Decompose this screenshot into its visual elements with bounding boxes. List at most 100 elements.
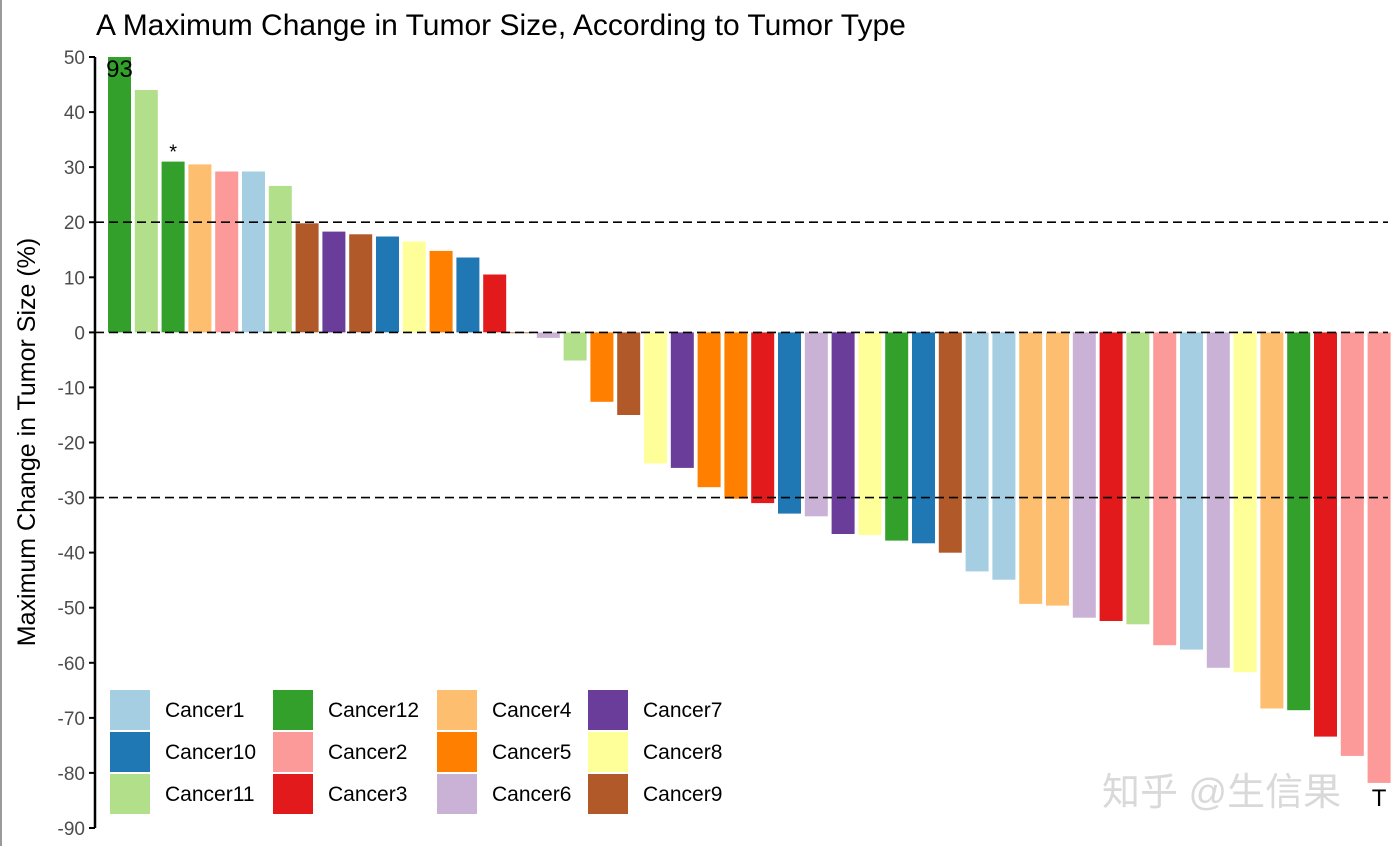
legend-swatch-cancer8 <box>588 732 628 772</box>
bar-cancer10 <box>456 257 480 333</box>
y-tick-label: 20 <box>64 213 85 234</box>
bar-cancer7 <box>831 332 855 534</box>
bar-cancer10 <box>778 332 801 514</box>
reference-lines <box>95 221 1388 499</box>
bar-cancer8 <box>402 241 426 333</box>
watermark-text: 知乎 @生信果 <box>1102 772 1341 814</box>
legend-label-cancer2: Cancer2 <box>328 741 407 764</box>
legend-label-cancer11: Cancer11 <box>165 783 255 806</box>
y-tick-label: 10 <box>64 268 85 289</box>
bar-cancer4 <box>1019 332 1043 604</box>
bar-labels: 93 * T <box>106 56 1387 812</box>
bar-cancer12 <box>1287 332 1311 711</box>
y-tick-label: 40 <box>64 103 85 124</box>
bar-cancer9 <box>938 332 962 553</box>
bar-cancer6 <box>536 332 560 338</box>
y-tick-label: -30 <box>58 489 85 510</box>
legend-swatch-cancer12 <box>273 690 313 730</box>
bar-cancer11 <box>134 90 158 333</box>
legend-label-cancer12: Cancer12 <box>328 699 419 722</box>
bar-cancer5 <box>697 332 721 488</box>
bar-cancer8 <box>858 332 882 536</box>
bar-cancer12 <box>108 57 131 333</box>
legend-swatch-cancer4 <box>437 690 477 730</box>
legend-label-cancer10: Cancer10 <box>165 741 256 764</box>
bar-cancer6 <box>1072 332 1096 618</box>
legend-label-cancer8: Cancer8 <box>643 741 722 764</box>
y-tick-label: -60 <box>58 654 85 675</box>
legend: Cancer1 Cancer10 Cancer11 Cancer12 Cancer2 Ca… <box>110 690 722 814</box>
bar-cancer2 <box>1367 332 1391 783</box>
legend-label-cancer9: Cancer9 <box>643 783 722 806</box>
y-tick-label: -10 <box>58 378 85 399</box>
bar-cancer5 <box>590 332 614 402</box>
legend-swatch-cancer9 <box>588 774 628 814</box>
bar-cancer8 <box>1233 332 1257 673</box>
bar-cancer7 <box>322 231 346 333</box>
legend-label-cancer3: Cancer3 <box>328 783 407 806</box>
y-tick-label: -70 <box>58 709 85 730</box>
bars <box>108 57 1391 783</box>
bar-cancer4 <box>188 164 212 333</box>
bar-cancer2 <box>215 171 239 333</box>
bar-cancer6 <box>1206 332 1230 668</box>
bar-annotation-star: * <box>169 142 177 164</box>
bar-cancer2 <box>1340 332 1364 756</box>
bar-cancer10 <box>912 332 935 544</box>
bar-cancer7 <box>670 332 694 468</box>
bar-cancer1 <box>965 332 989 572</box>
legend-label-cancer4: Cancer4 <box>492 699 572 722</box>
y-tick-label: 50 <box>64 48 85 69</box>
bar-cancer11 <box>268 185 292 333</box>
y-tick-label: -50 <box>58 599 85 620</box>
y-tick-label: 30 <box>64 158 85 179</box>
bar-cancer6 <box>804 332 828 517</box>
bar-cancer9 <box>349 234 373 333</box>
bar-cancer8 <box>644 332 667 464</box>
bar-cancer2 <box>1153 332 1177 646</box>
y-axis-title: Maximum Change in Tumor Size (%) <box>13 238 41 646</box>
bar-cancer1 <box>992 332 1016 580</box>
legend-swatch-cancer10 <box>110 732 150 772</box>
legend-swatch-cancer2 <box>273 732 313 772</box>
legend-swatch-cancer1 <box>110 690 150 730</box>
y-tick-label: 0 <box>74 323 85 344</box>
y-tick-label: -80 <box>58 764 85 785</box>
bar-cancer3 <box>1099 332 1123 621</box>
legend-label-cancer5: Cancer5 <box>492 741 571 764</box>
bar-cancer4 <box>1260 332 1284 709</box>
bar-cancer5 <box>429 250 453 333</box>
bar-cancer3 <box>751 332 775 504</box>
left-border <box>0 0 2 846</box>
legend-swatch-cancer11 <box>110 774 150 814</box>
bar-cancer9 <box>295 223 319 333</box>
bar-annotation-value: 93 <box>106 56 133 83</box>
legend-swatch-cancer5 <box>437 732 477 772</box>
bar-cancer11 <box>563 332 587 361</box>
bar-cancer3 <box>1314 332 1337 737</box>
bar-cancer9 <box>617 332 641 415</box>
bar-cancer4 <box>1046 332 1069 606</box>
bar-annotation-text: T <box>1372 785 1387 812</box>
legend-swatch-cancer3 <box>273 774 313 814</box>
y-axis: 50 40 30 20 10 0 -10 -20 -30 -40 -50 -60 -70 -80 -90 <box>58 48 97 840</box>
legend-label-cancer7: Cancer7 <box>643 699 722 722</box>
bar-cancer11 <box>1126 332 1150 625</box>
chart-title: A Maximum Change in Tumor Size, Accordin… <box>96 9 906 42</box>
y-tick-label: -20 <box>58 434 85 455</box>
y-tick-label: -90 <box>58 819 85 840</box>
bar-cancer12 <box>885 332 909 541</box>
legend-swatch-cancer7 <box>588 690 628 730</box>
legend-label-cancer1: Cancer1 <box>165 699 244 722</box>
bar-cancer12 <box>161 161 185 333</box>
legend-swatch-cancer6 <box>437 774 477 814</box>
legend-label-cancer6: Cancer6 <box>492 783 571 806</box>
y-tick-label: -40 <box>58 544 85 565</box>
bar-cancer5 <box>724 332 748 499</box>
bar-cancer10 <box>376 236 399 333</box>
bar-cancer1 <box>242 171 265 333</box>
bar-cancer3 <box>483 274 507 333</box>
bar-cancer1 <box>1180 332 1203 650</box>
